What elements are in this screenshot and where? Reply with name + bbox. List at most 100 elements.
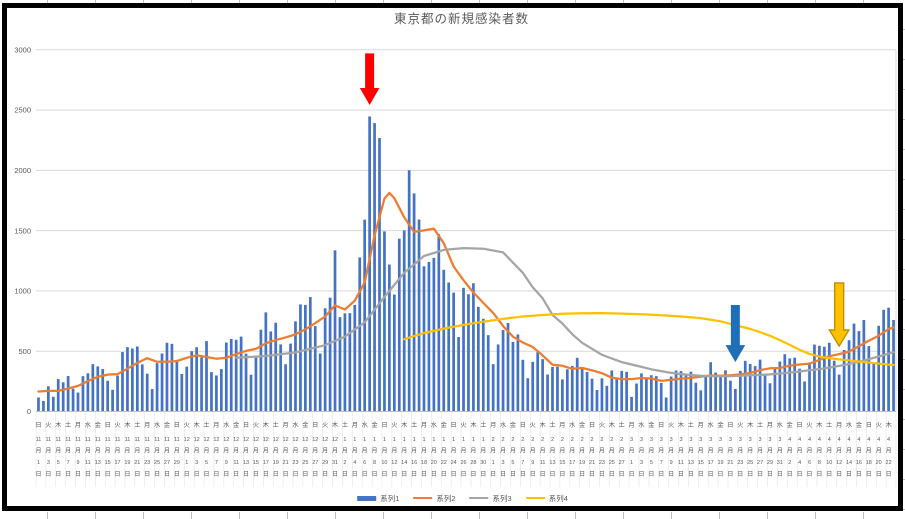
svg-text:11: 11 — [134, 437, 140, 443]
svg-text:13: 13 — [688, 460, 694, 466]
svg-text:月: 月 — [708, 448, 714, 455]
svg-text:水: 水 — [708, 421, 715, 429]
svg-text:12: 12 — [332, 437, 338, 443]
svg-text:2: 2 — [591, 437, 594, 443]
svg-text:月: 月 — [718, 448, 724, 455]
svg-text:25: 25 — [302, 460, 308, 466]
svg-text:28: 28 — [470, 460, 476, 466]
svg-text:月: 月 — [45, 448, 51, 455]
svg-text:木: 木 — [194, 421, 200, 429]
legend: 系列1 系列2 系列3 系列4 — [357, 492, 568, 504]
svg-text:日: 日 — [886, 471, 892, 478]
svg-text:2: 2 — [610, 437, 613, 443]
svg-text:3: 3 — [739, 437, 742, 443]
svg-text:6: 6 — [808, 460, 811, 466]
svg-text:日: 日 — [797, 471, 803, 478]
svg-text:日: 日 — [174, 471, 180, 478]
svg-text:1: 1 — [482, 437, 485, 443]
svg-text:3: 3 — [47, 460, 50, 466]
svg-text:日: 日 — [816, 471, 822, 478]
svg-text:日: 日 — [797, 422, 803, 429]
svg-text:12: 12 — [213, 437, 219, 443]
svg-text:4: 4 — [838, 437, 841, 443]
svg-text:月: 月 — [322, 448, 328, 455]
svg-text:火: 火 — [184, 422, 190, 429]
svg-text:12: 12 — [283, 437, 289, 443]
svg-text:金: 金 — [371, 421, 378, 429]
svg-text:金: 金 — [579, 421, 586, 429]
svg-text:23: 23 — [737, 460, 743, 466]
svg-text:月: 月 — [480, 448, 486, 455]
svg-text:3: 3 — [778, 437, 781, 443]
legend-item-series3: 系列3 — [469, 493, 512, 504]
svg-text:4: 4 — [818, 437, 821, 443]
svg-text:日: 日 — [184, 471, 190, 478]
svg-text:10: 10 — [826, 460, 832, 466]
svg-text:日: 日 — [480, 471, 486, 478]
svg-text:水: 水 — [638, 421, 645, 429]
svg-text:月: 月 — [816, 448, 822, 455]
svg-text:月: 月 — [856, 448, 862, 455]
svg-text:月: 月 — [500, 448, 506, 455]
svg-text:月: 月 — [35, 448, 41, 455]
svg-text:日: 日 — [75, 471, 81, 478]
svg-text:土: 土 — [688, 421, 694, 429]
svg-text:金: 金 — [717, 421, 724, 429]
svg-text:日: 日 — [352, 471, 358, 478]
svg-text:月: 月 — [213, 448, 219, 455]
svg-text:日: 日 — [559, 471, 565, 478]
red-arrow — [359, 53, 380, 106]
svg-text:木: 木 — [55, 421, 61, 429]
svg-text:3: 3 — [502, 460, 505, 466]
svg-text:日: 日 — [678, 471, 684, 478]
svg-text:15: 15 — [559, 460, 565, 466]
svg-text:月: 月 — [461, 448, 467, 455]
svg-text:月: 月 — [628, 422, 634, 429]
svg-text:18: 18 — [421, 460, 427, 466]
svg-text:月: 月 — [530, 448, 536, 455]
svg-text:月: 月 — [342, 448, 348, 455]
svg-text:火: 火 — [530, 422, 536, 429]
svg-text:23: 23 — [292, 460, 298, 466]
svg-text:月: 月 — [787, 448, 793, 455]
svg-text:1: 1 — [185, 460, 188, 466]
svg-text:月: 月 — [599, 448, 605, 455]
svg-text:水: 水 — [154, 421, 161, 429]
svg-text:20: 20 — [431, 460, 437, 466]
svg-text:金: 金 — [233, 421, 240, 429]
svg-text:日: 日 — [381, 422, 387, 429]
svg-text:日: 日 — [767, 471, 773, 478]
svg-text:木: 木 — [885, 421, 891, 429]
svg-text:土: 土 — [65, 421, 71, 429]
svg-text:日: 日 — [441, 471, 447, 478]
svg-text:月: 月 — [638, 448, 644, 455]
svg-text:日: 日 — [401, 471, 407, 478]
svg-text:水: 水 — [431, 421, 438, 429]
svg-text:火: 火 — [322, 422, 328, 429]
svg-text:月: 月 — [352, 422, 358, 429]
svg-text:17: 17 — [263, 460, 269, 466]
svg-text:5: 5 — [205, 460, 208, 466]
svg-text:11: 11 — [115, 437, 121, 443]
svg-text:土: 土 — [480, 421, 486, 429]
svg-text:月: 月 — [184, 448, 190, 455]
svg-text:日: 日 — [381, 471, 387, 478]
svg-text:日: 日 — [688, 471, 694, 478]
svg-text:水: 水 — [223, 421, 230, 429]
svg-text:7: 7 — [67, 460, 70, 466]
svg-text:月: 月 — [253, 448, 259, 455]
svg-text:29: 29 — [174, 460, 180, 466]
svg-text:19: 19 — [273, 460, 279, 466]
svg-text:月: 月 — [619, 448, 625, 455]
svg-text:3: 3 — [699, 437, 702, 443]
svg-text:11: 11 — [125, 437, 131, 443]
svg-text:日: 日 — [243, 471, 249, 478]
embedded-chart-object[interactable] — [2, 3, 903, 511]
svg-text:12: 12 — [273, 437, 279, 443]
svg-text:4: 4 — [788, 437, 791, 443]
svg-text:1: 1 — [422, 437, 425, 443]
svg-text:月: 月 — [806, 448, 812, 455]
svg-text:日: 日 — [490, 471, 496, 478]
yellow-arrow — [828, 282, 851, 348]
svg-text:月: 月 — [441, 448, 447, 455]
